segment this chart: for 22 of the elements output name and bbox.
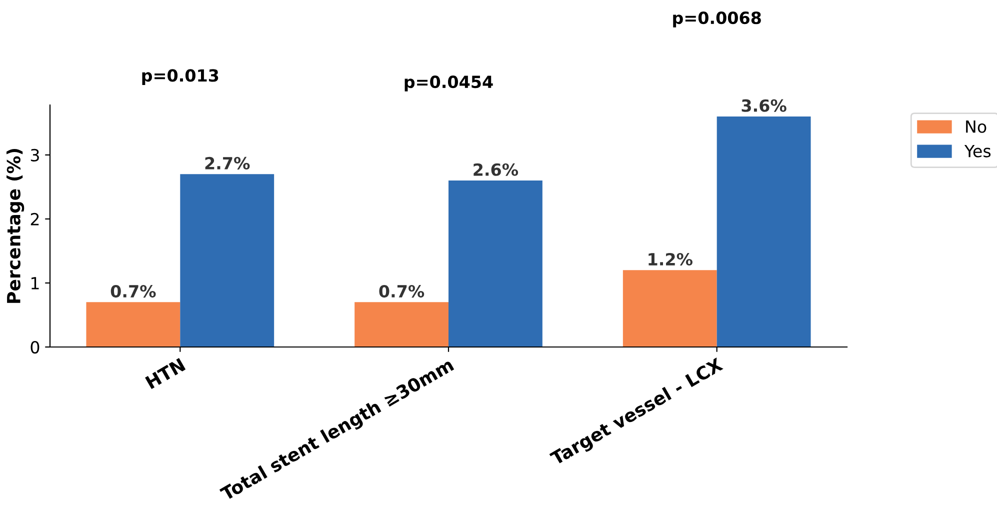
- bar: [448, 180, 542, 347]
- bar: [354, 302, 448, 347]
- text: p=0.0068: [673, 12, 761, 28]
- y-tick-label: 0: [30, 340, 40, 354]
- y-tick-label: 2: [30, 212, 39, 226]
- bar: [86, 302, 180, 347]
- data-label: 2.7%: [205, 156, 250, 170]
- data-label: 0.7%: [379, 284, 424, 298]
- legend-label: No: [966, 120, 986, 133]
- text: p=0.0454: [404, 76, 493, 92]
- data-label: 2.6%: [474, 163, 518, 176]
- y-axis-title: Percentage (%): [6, 149, 24, 303]
- y-tick-label: 3: [30, 148, 39, 162]
- data-label: 3.6%: [742, 99, 786, 112]
- bar: [180, 174, 274, 347]
- y-tick-label: 1: [32, 277, 39, 290]
- bar: [716, 116, 811, 347]
- data-label: 1.2%: [648, 252, 692, 266]
- text: p=0.013: [142, 69, 218, 85]
- legend-label: Yes: [964, 144, 991, 158]
- data-label: 0.7%: [110, 284, 156, 298]
- bar: [622, 270, 717, 347]
